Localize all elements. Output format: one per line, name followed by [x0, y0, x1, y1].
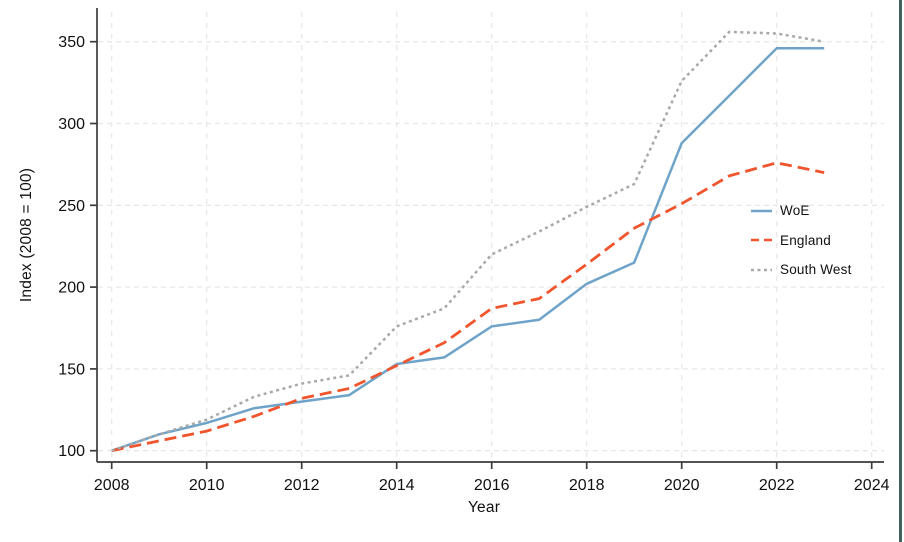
x-tick-label: 2020 [664, 477, 700, 494]
y-tick-label: 300 [58, 116, 85, 133]
x-tick-label: 2008 [94, 477, 130, 494]
series-line-south-west [111, 30, 825, 452]
x-tick-label: 2024 [854, 477, 890, 494]
legend-item-south-west: South West [751, 255, 852, 285]
x-axis-title: Year [467, 499, 501, 516]
legend-swatch-line [751, 268, 772, 272]
x-tick-label: 2022 [759, 477, 795, 494]
legend-item-england: England [751, 226, 852, 256]
x-tick-label: 2016 [474, 477, 510, 494]
legend-label: England [780, 232, 831, 248]
legend-swatch-line [751, 209, 772, 213]
legend-item-woe: WoE [751, 196, 852, 226]
x-tick-label: 2010 [189, 477, 225, 494]
legend-label: South West [780, 262, 852, 278]
series-line-woe [111, 46, 825, 452]
y-tick-label: 200 [58, 280, 85, 297]
y-axis-title: Index (2008 = 100) [18, 167, 35, 303]
y-tick-label: 250 [58, 198, 85, 215]
legend-swatch-line [751, 238, 772, 242]
series-line-england [111, 161, 825, 453]
page-right-border [899, 0, 902, 542]
legend-label: WoE [780, 203, 810, 219]
x-tick-label: 2012 [284, 477, 320, 494]
legend: WoE England South West [751, 196, 852, 285]
x-tick-label: 2018 [569, 477, 605, 494]
y-tick-label: 100 [58, 443, 85, 460]
x-tick-label: 2014 [379, 477, 415, 494]
y-tick-label: 350 [58, 34, 85, 51]
y-tick-label: 150 [58, 361, 85, 378]
